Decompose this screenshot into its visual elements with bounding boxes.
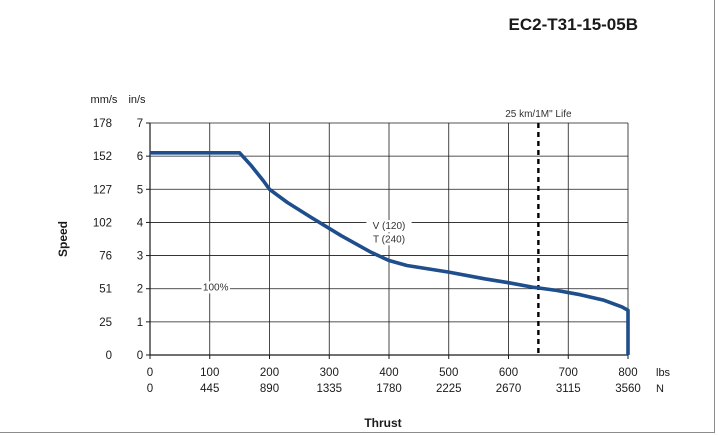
y-tick-label-primary: 3 <box>137 251 143 263</box>
x-tick-label-primary: 0 <box>147 367 153 379</box>
series-layer <box>150 151 630 355</box>
annotation-label: V (120) <box>373 221 406 232</box>
y-tick-label-secondary: 178 <box>93 118 112 130</box>
y-unit-secondary: mm/s <box>91 94 118 106</box>
annotation-background <box>366 233 412 246</box>
x-tick-label-primary: 600 <box>499 367 518 379</box>
y-tick-label-secondary: 102 <box>93 217 112 229</box>
tick-labels: 0010044520089030013354001780500222560026… <box>93 118 641 395</box>
chart-title: EC2-T31-15-05B <box>509 15 638 34</box>
x-tick-label-secondary: 0 <box>147 383 153 395</box>
reference-lines: 25 km/1M" Life <box>505 109 572 355</box>
x-unit-primary: lbs <box>656 367 671 379</box>
life-limit-label: 25 km/1M" Life <box>505 109 572 120</box>
x-tick-label-primary: 200 <box>260 367 279 379</box>
y-tick-label-primary: 4 <box>137 217 144 229</box>
x-tick-label-primary: 500 <box>439 367 458 379</box>
y-tick-label-primary: 5 <box>137 184 143 196</box>
y-tick-label-secondary: 0 <box>106 350 112 362</box>
x-tick-label-secondary: 890 <box>260 383 279 395</box>
x-tick-label-secondary: 1335 <box>316 383 342 395</box>
x-tick-label-secondary: 1780 <box>376 383 402 395</box>
y-tick-label-secondary: 25 <box>99 317 112 329</box>
y-tick-label-secondary: 127 <box>93 184 112 196</box>
x-tick-label-primary: 700 <box>559 367 578 379</box>
y-axis-title: Speed <box>56 221 70 257</box>
x-axis-title: Thrust <box>364 416 401 430</box>
y-tick-label-primary: 7 <box>137 118 143 130</box>
x-tick-label-secondary: 3560 <box>615 383 641 395</box>
y-tick-label-primary: 6 <box>137 151 143 163</box>
speed-curve <box>150 151 630 355</box>
x-tick-label-primary: 400 <box>379 367 398 379</box>
annotations: V (120) T (240) 100% <box>201 220 412 294</box>
annotation-label: T (240) <box>373 234 405 245</box>
x-tick-label-primary: 800 <box>618 367 637 379</box>
y-tick-label-secondary: 152 <box>93 151 112 163</box>
y-tick-label-primary: 0 <box>137 350 143 362</box>
x-tick-label-secondary: 3115 <box>556 383 581 395</box>
y-tick-label-primary: 2 <box>137 284 143 296</box>
x-tick-label-primary: 300 <box>320 367 339 379</box>
annotation-background <box>366 220 412 233</box>
y-unit-primary: in/s <box>128 94 146 106</box>
x-tick-label-secondary: 445 <box>200 383 219 395</box>
y-tick-label-secondary: 76 <box>99 251 112 263</box>
x-tick-label-secondary: 2670 <box>496 383 522 395</box>
x-tick-label-primary: 100 <box>200 367 219 379</box>
x-unit-secondary: N <box>656 383 664 395</box>
y-tick-label-secondary: 51 <box>99 284 112 296</box>
annotation-label: 100% <box>203 282 229 293</box>
y-tick-label-primary: 1 <box>137 317 143 329</box>
x-tick-label-secondary: 2225 <box>436 383 462 395</box>
annotation-background <box>201 281 230 294</box>
